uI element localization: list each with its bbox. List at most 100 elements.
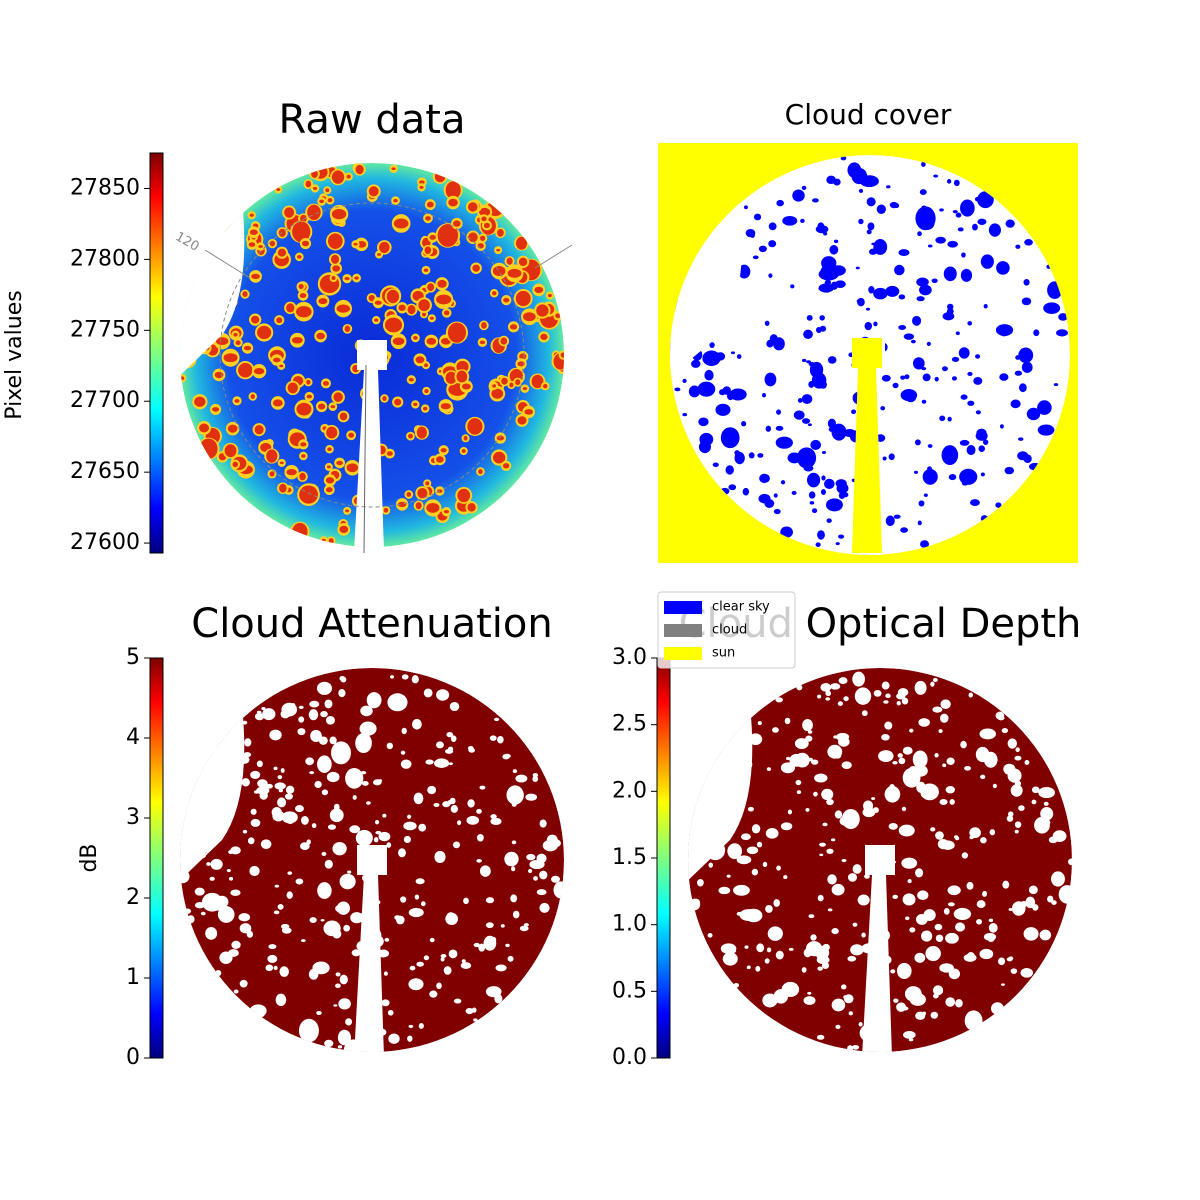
guide-line (204, 249, 251, 279)
blob (858, 1022, 863, 1027)
blob (494, 717, 500, 722)
blob (818, 283, 834, 293)
blob (199, 423, 210, 433)
blob (820, 489, 826, 496)
blob (959, 439, 970, 446)
blob (286, 891, 293, 899)
blob (327, 447, 332, 452)
blob (479, 340, 486, 345)
blob (251, 273, 260, 280)
blob (501, 377, 508, 385)
blob (980, 837, 987, 844)
blob (691, 359, 701, 368)
blob (277, 248, 287, 257)
blob (310, 729, 322, 743)
blob (316, 1010, 322, 1016)
blob (764, 958, 770, 964)
blob (526, 853, 536, 861)
blob (1067, 858, 1072, 866)
blob (374, 819, 380, 825)
blob (918, 500, 925, 507)
blob (194, 887, 205, 896)
blob (242, 829, 248, 834)
blob (896, 692, 906, 700)
blob (739, 909, 758, 921)
blob (838, 534, 845, 539)
blob (813, 791, 818, 797)
blob (485, 897, 495, 904)
blob (881, 681, 890, 690)
blob (704, 369, 714, 381)
blob (491, 291, 497, 296)
blob (372, 779, 382, 786)
blob (403, 821, 417, 831)
blob (720, 427, 740, 449)
blob (383, 507, 389, 513)
blob (975, 746, 990, 763)
blob (976, 919, 983, 925)
blob (420, 901, 426, 907)
blob (308, 709, 319, 721)
blob (429, 316, 434, 320)
blob (443, 966, 452, 975)
colorbar (149, 657, 164, 1059)
blob (515, 379, 521, 386)
blob (479, 235, 486, 241)
blob (274, 884, 280, 888)
blob (749, 733, 763, 746)
blob (819, 853, 824, 857)
blob (517, 361, 525, 367)
legend-label: sun (712, 646, 735, 661)
blob (914, 439, 921, 446)
blob (917, 890, 929, 901)
blob (299, 293, 307, 298)
blob (835, 542, 840, 546)
blob (519, 353, 527, 360)
blob (392, 337, 405, 345)
blob (409, 965, 416, 971)
blob (345, 509, 350, 513)
blob (298, 1018, 319, 1043)
blob (415, 356, 425, 364)
blob (776, 865, 781, 871)
blob (320, 919, 325, 922)
blob (955, 999, 963, 1008)
blob (830, 683, 841, 690)
blob (215, 895, 229, 908)
blob (822, 943, 830, 951)
blob (360, 705, 373, 717)
blob (912, 750, 928, 769)
blob (923, 493, 928, 497)
blob (766, 947, 772, 953)
blob (235, 340, 241, 345)
blob (345, 768, 364, 789)
blob (239, 979, 248, 988)
blob (921, 211, 935, 225)
blob (231, 940, 241, 949)
blob (1051, 900, 1057, 905)
blob (256, 786, 270, 795)
blob (988, 223, 1001, 237)
blob (1004, 466, 1015, 475)
blob (253, 368, 265, 375)
blob (301, 816, 309, 825)
blob (916, 277, 929, 287)
blob (412, 718, 422, 730)
blob (348, 432, 355, 438)
blob (743, 205, 748, 210)
blob (1026, 407, 1041, 421)
blob (816, 1034, 825, 1040)
blob (852, 671, 865, 687)
tick-label: 3.0 (612, 645, 647, 670)
blob (317, 403, 326, 410)
blob (277, 797, 287, 808)
blob (461, 959, 466, 964)
blob (299, 472, 306, 481)
blob (476, 834, 484, 842)
blob (802, 719, 813, 732)
blob (242, 720, 248, 725)
blob (892, 894, 898, 900)
blob (553, 881, 564, 899)
blob (353, 242, 358, 246)
blob (761, 393, 767, 398)
